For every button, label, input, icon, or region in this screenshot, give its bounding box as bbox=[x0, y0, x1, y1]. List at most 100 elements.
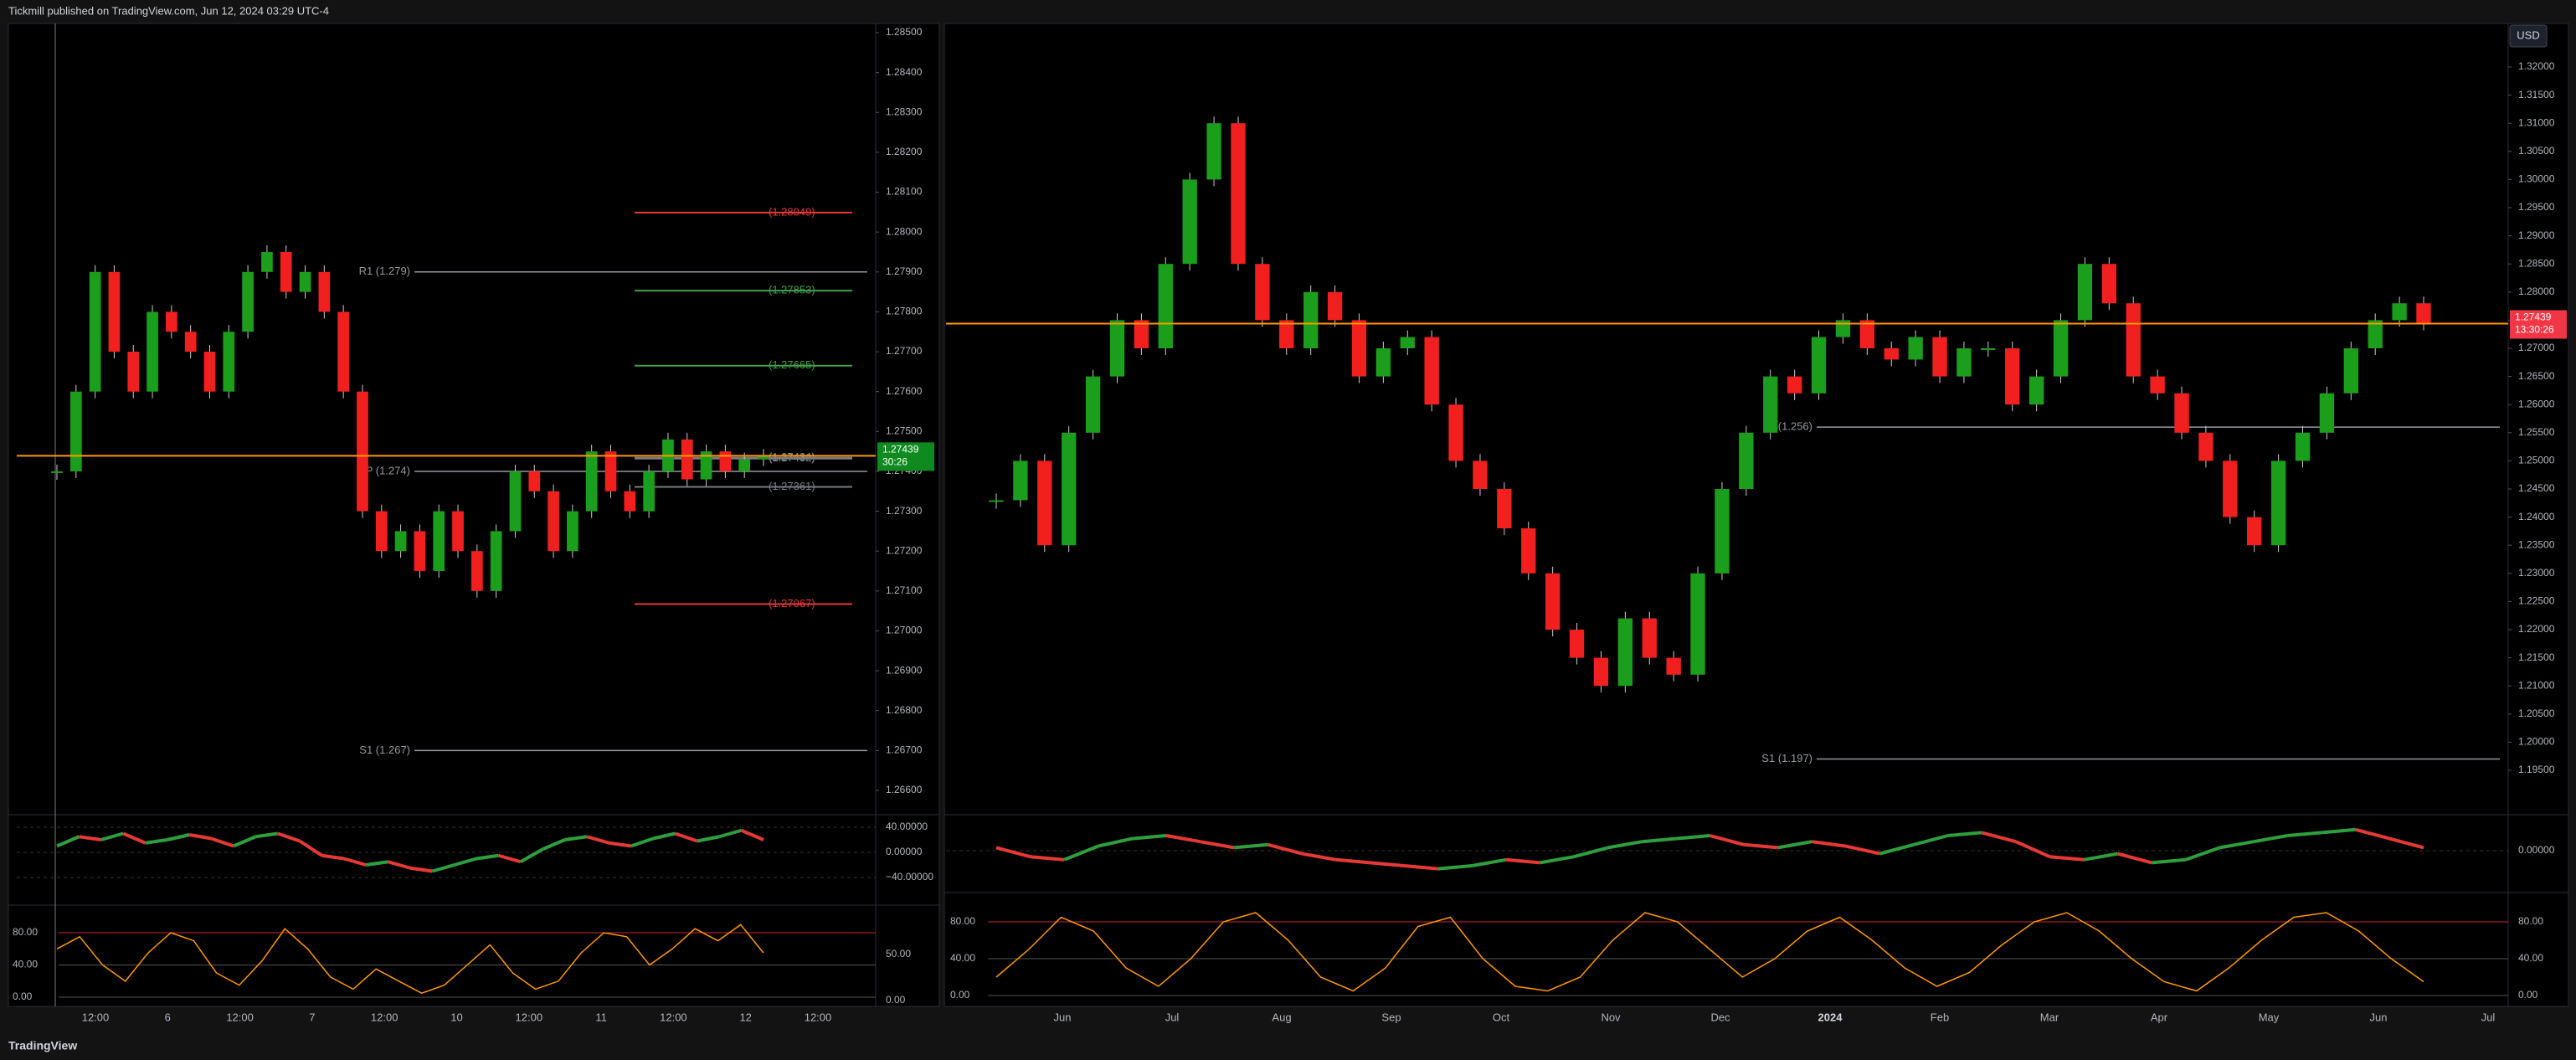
stoch-tick-label: 80.00 bbox=[13, 926, 38, 938]
candle bbox=[1134, 320, 1149, 348]
stoch-tick-label: 80.00 bbox=[2518, 915, 2543, 927]
momentum-segment bbox=[365, 860, 388, 867]
price-tick-label: 1.28200 bbox=[886, 146, 923, 157]
candle bbox=[414, 531, 426, 572]
momentum-segment bbox=[630, 836, 654, 848]
candle bbox=[1037, 461, 1052, 546]
momentum-segment bbox=[519, 847, 544, 863]
time-label: Jul bbox=[2481, 1011, 2496, 1023]
candle bbox=[2028, 376, 2044, 405]
currency[interactable]: USD bbox=[2517, 28, 2539, 41]
momentum-segment bbox=[167, 833, 190, 841]
candle bbox=[280, 251, 292, 292]
price-tick-label: 1.27800 bbox=[886, 306, 923, 317]
left-panel bbox=[8, 23, 940, 1007]
time-label: Nov bbox=[1601, 1011, 1621, 1023]
momentum-segment bbox=[409, 866, 433, 873]
candle bbox=[1981, 348, 1996, 350]
momentum-segment bbox=[2355, 827, 2390, 841]
time-label: 7 bbox=[309, 1011, 315, 1023]
candle bbox=[1666, 657, 1681, 675]
momentum-segment bbox=[674, 831, 698, 843]
momentum-segment bbox=[1132, 834, 1167, 841]
time-label: 12:00 bbox=[516, 1011, 543, 1023]
price-tick-label: 1.27900 bbox=[886, 265, 923, 277]
candle bbox=[299, 271, 311, 292]
price-tick-label: 1.32000 bbox=[2518, 60, 2555, 72]
candle bbox=[2077, 264, 2093, 321]
candle bbox=[147, 311, 158, 392]
candle bbox=[2392, 303, 2407, 321]
momentum-segment bbox=[1879, 842, 1915, 856]
candle bbox=[681, 439, 693, 480]
momentum-tick-label: −40.00000 bbox=[886, 871, 933, 882]
price-tick-label: 1.28000 bbox=[886, 225, 923, 237]
candle bbox=[2005, 348, 2020, 405]
candle bbox=[1473, 461, 1488, 489]
momentum-segment bbox=[1302, 852, 1337, 862]
momentum-segment bbox=[1233, 842, 1268, 850]
time-label: Dec bbox=[1710, 1011, 1730, 1023]
candle bbox=[528, 471, 541, 491]
price-tick-label: 1.31000 bbox=[2518, 116, 2555, 128]
momentum-tick-label: 0.00000 bbox=[886, 846, 923, 857]
price-tick-label: 1.27700 bbox=[886, 345, 923, 357]
pivot-label: R1 (1.279) bbox=[359, 265, 410, 277]
price-tick-label: 1.27000 bbox=[2518, 342, 2555, 353]
candle bbox=[989, 500, 1004, 502]
candle bbox=[1715, 489, 1730, 574]
stoch-tick-label: 0.00 bbox=[13, 991, 33, 1002]
last-price-label: 1.27439 bbox=[882, 444, 919, 455]
candle bbox=[604, 451, 617, 491]
momentum-segment bbox=[609, 841, 632, 848]
momentum-segment bbox=[210, 836, 234, 848]
price-tick-label: 1.21000 bbox=[2518, 679, 2555, 691]
candle bbox=[1062, 432, 1077, 546]
candle bbox=[452, 511, 464, 552]
candle bbox=[2295, 432, 2311, 461]
candle bbox=[1085, 376, 1101, 433]
stoch-line bbox=[995, 912, 2424, 992]
momentum-segment bbox=[431, 863, 455, 873]
momentum-segment bbox=[233, 835, 257, 848]
candle bbox=[700, 451, 712, 480]
candle bbox=[1763, 376, 1778, 433]
stoch-tick-label: 40.00 bbox=[950, 952, 975, 964]
time-label: 12:00 bbox=[805, 1011, 832, 1023]
candle bbox=[2368, 320, 2383, 348]
candle bbox=[1158, 264, 1173, 348]
momentum-segment bbox=[1913, 834, 1949, 846]
price-tick-label: 1.28000 bbox=[2518, 286, 2555, 297]
candle bbox=[1375, 348, 1391, 377]
price-tick-label: 1.29500 bbox=[2518, 201, 2555, 213]
price-tick-label: 1.23000 bbox=[2518, 567, 2555, 579]
price-tick-label: 1.27300 bbox=[886, 505, 923, 517]
momentum-segment bbox=[2015, 840, 2051, 859]
price-tick-label: 1.28400 bbox=[886, 66, 923, 78]
candle bbox=[2126, 303, 2141, 377]
candle bbox=[1835, 320, 1851, 337]
price-tick-label: 1.30500 bbox=[2518, 145, 2555, 157]
candle bbox=[1690, 573, 1705, 675]
price-tick-label: 1.26900 bbox=[886, 664, 923, 676]
time-label: 12:00 bbox=[371, 1011, 398, 1023]
price-tick-label: 1.24000 bbox=[2518, 511, 2555, 522]
currency-button[interactable] bbox=[2509, 24, 2548, 48]
momentum-segment bbox=[564, 835, 588, 841]
price-tick-label: 1.26700 bbox=[886, 744, 923, 756]
time-label: 11 bbox=[595, 1011, 607, 1023]
price-tick-label: 1.19500 bbox=[2518, 764, 2555, 775]
price-tick-label: 1.28100 bbox=[886, 186, 923, 198]
candle bbox=[1811, 337, 1827, 394]
momentum-segment bbox=[476, 853, 499, 861]
momentum-segment bbox=[1471, 857, 1507, 867]
price-tick-label: 1.26500 bbox=[2518, 370, 2555, 382]
momentum-segment bbox=[718, 828, 743, 839]
momentum-segment bbox=[1845, 844, 1880, 856]
last-price-tag bbox=[2510, 310, 2567, 339]
momentum-segment bbox=[1573, 846, 1609, 859]
candle bbox=[2270, 461, 2286, 546]
candle bbox=[318, 271, 331, 312]
candle bbox=[1303, 291, 1319, 348]
